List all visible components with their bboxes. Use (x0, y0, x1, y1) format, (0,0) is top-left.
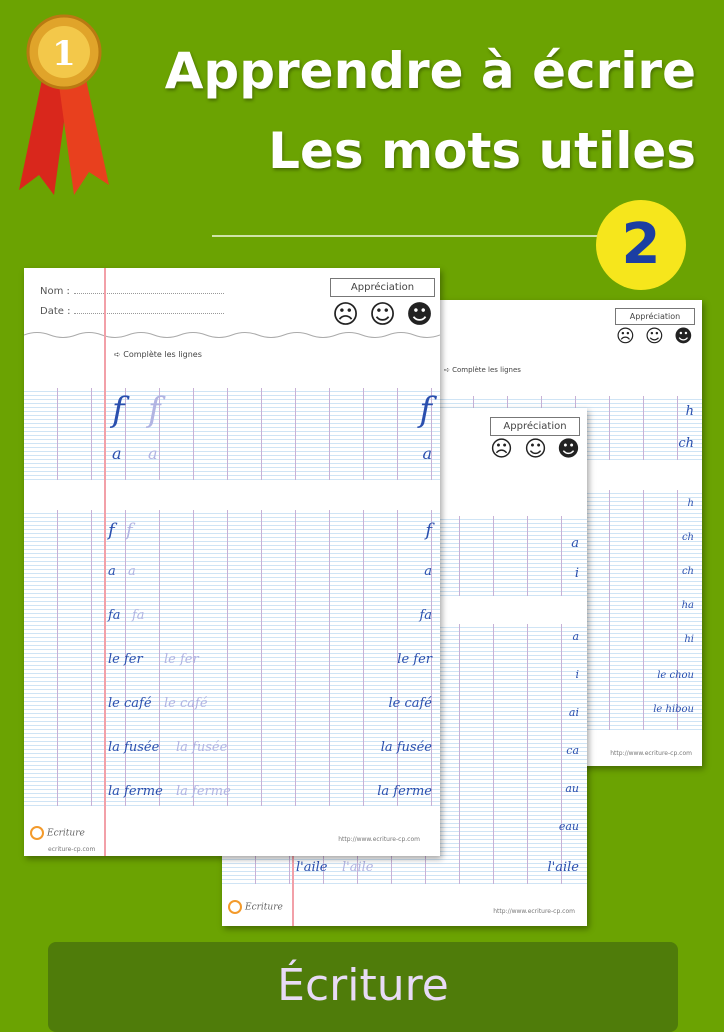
title-line2: Les mots utiles (268, 122, 696, 180)
model-word: h (685, 404, 694, 419)
row-word: le café (108, 696, 152, 711)
row-word-trace: la fusée (176, 740, 228, 755)
divider (212, 235, 612, 237)
gold-medal-icon: 1 (19, 14, 109, 195)
appreciation-box: Appréciation (330, 278, 435, 297)
row-word: le café (388, 696, 432, 711)
row-word-trace: le fer (164, 652, 199, 667)
ecriture-logo: Ecriture (30, 826, 85, 840)
row-word: le hibou (653, 704, 694, 715)
row-word: i (575, 668, 579, 681)
row-word: au (565, 782, 579, 795)
row-word: la fusée (380, 740, 432, 755)
row-word: fa (108, 608, 121, 623)
row-word: ch (681, 566, 694, 577)
sad-face-icon: ☹ (490, 437, 513, 462)
model-word: ch (678, 436, 694, 451)
row-word: ca (566, 744, 579, 757)
row-word: la ferme (377, 784, 432, 799)
worksheet-front: Nom : Date : Appréciation ☹ ☺ ☻ ➪ Complè… (24, 268, 440, 856)
row-word: le fer (397, 652, 432, 667)
instruction: ➪ Complète les lignes (114, 350, 202, 359)
title-line1: Apprendre à écrire (164, 42, 696, 100)
row-word-trace: le café (164, 696, 208, 711)
row-word-trace: l'aile (342, 860, 374, 875)
big-smile-icon: ☻ (674, 326, 693, 347)
row-word: h (687, 498, 694, 509)
model-word: a (571, 536, 579, 551)
row-word: eau (558, 820, 579, 833)
medal-number: 1 (52, 34, 76, 74)
row-word-trace: fa (132, 608, 145, 623)
row-word-trace: a (128, 564, 136, 579)
big-smile-icon: ☻ (406, 300, 434, 330)
big-smile-icon: ☻ (557, 437, 580, 462)
row-word-trace: f (126, 520, 133, 541)
row-word: la fusée (108, 740, 160, 755)
instruction: ➪ Complète les lignes (444, 366, 521, 374)
date-field: Date : (40, 306, 225, 317)
row-word: fa (419, 608, 432, 623)
row-word: hi (684, 634, 694, 645)
sad-face-icon: ☹ (332, 300, 360, 330)
model-letter-trace: f (148, 390, 161, 430)
model-letter: a (112, 444, 122, 463)
neutral-smile-icon: ☺ (524, 437, 547, 462)
row-word: f (425, 520, 432, 541)
model-letter: f (419, 390, 432, 430)
row-word: l'aile (547, 860, 580, 875)
row-word: le fer (108, 652, 143, 667)
appreciation-box: Appréciation (490, 417, 580, 436)
model-letter: a (422, 444, 432, 463)
row-word-trace: la ferme (176, 784, 231, 799)
footer-url: http://www.ecriture-cp.com (610, 750, 692, 757)
row-word: l'aile (296, 860, 328, 875)
row-word: ha (681, 600, 694, 611)
appreciation-box: Appréciation (615, 308, 695, 325)
row-word: le chou (657, 670, 694, 681)
sad-face-icon: ☹ (616, 326, 635, 347)
model-word: i (574, 566, 579, 581)
volume-badge: 2 (596, 200, 686, 290)
footer-url: http://www.ecriture-cp.com (493, 908, 575, 915)
row-word: la ferme (108, 784, 163, 799)
row-word: ai (568, 706, 579, 719)
category-banner: Écriture (48, 942, 678, 1032)
wave-divider (24, 332, 440, 338)
model-letter: f (112, 390, 125, 430)
row-word: a (424, 564, 432, 579)
model-letter-trace: a (148, 444, 158, 463)
neutral-smile-icon: ☺ (369, 300, 397, 330)
row-word: a (572, 630, 579, 643)
footer-url: http://www.ecriture-cp.com (338, 836, 420, 843)
name-field: Nom : (40, 286, 224, 297)
row-word: a (108, 564, 116, 579)
row-word: ch (681, 532, 694, 543)
ecriture-logo: Ecriture (228, 900, 283, 914)
neutral-smile-icon: ☺ (645, 326, 664, 347)
logo-subtitle: ecriture-cp.com (48, 846, 96, 853)
row-word: f (108, 520, 115, 541)
